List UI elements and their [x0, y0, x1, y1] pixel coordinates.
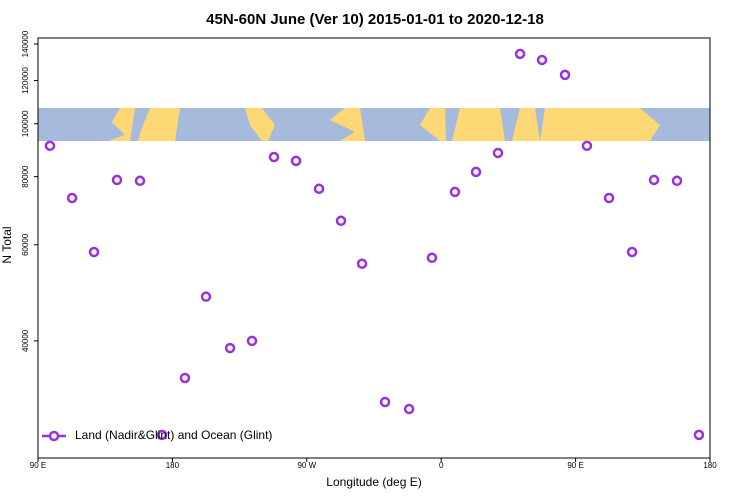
plot-frame — [37, 37, 711, 459]
point — [426, 252, 438, 264]
map-ocean — [38, 108, 710, 141]
x-axis-label: Longitude (deg E) — [326, 475, 421, 489]
y-tick-label: 140000 — [21, 30, 30, 57]
point — [44, 140, 56, 152]
x-tick-label: 180 — [166, 461, 180, 470]
point — [626, 246, 638, 258]
point — [290, 155, 302, 167]
point — [536, 54, 548, 66]
point — [66, 192, 78, 204]
point — [449, 186, 461, 198]
x-tick-label: 90 W — [297, 461, 316, 470]
point — [200, 291, 212, 302]
point — [335, 215, 347, 227]
y-tick-label: 60000 — [21, 233, 30, 256]
x-tick-label: 90 E — [30, 461, 46, 470]
point — [379, 396, 391, 408]
point — [559, 69, 571, 81]
y-tick-label: 120000 — [21, 67, 30, 94]
point — [268, 151, 280, 163]
point — [648, 174, 660, 186]
point — [671, 175, 683, 187]
point — [156, 429, 168, 441]
point — [88, 246, 100, 258]
point — [603, 192, 615, 204]
point — [179, 372, 191, 384]
point — [492, 147, 504, 159]
point — [403, 403, 415, 415]
chart-title: 45N-60N June (Ver 10) 2015-01-01 to 2020… — [206, 11, 544, 28]
point — [134, 175, 146, 187]
point — [356, 258, 368, 269]
y-tick-label: 80000 — [21, 165, 30, 188]
x-tick-label: 0 — [439, 461, 444, 470]
point — [693, 429, 705, 441]
y-tick-label: 40000 — [21, 329, 30, 352]
point — [514, 48, 526, 60]
point — [581, 140, 593, 152]
legend-swatch — [48, 430, 60, 442]
point — [470, 166, 482, 178]
y-tick-label: 100000 — [21, 110, 30, 137]
point — [224, 342, 236, 354]
point — [313, 183, 325, 195]
x-tick-label: 90 E — [567, 461, 583, 470]
x-tick-label: 180 — [703, 461, 717, 470]
point — [246, 335, 258, 347]
point — [111, 174, 123, 186]
legend-label: Land (Nadir&Glint) and Ocean (Glint) — [75, 428, 272, 442]
y-axis-label: N Total — [0, 226, 14, 263]
